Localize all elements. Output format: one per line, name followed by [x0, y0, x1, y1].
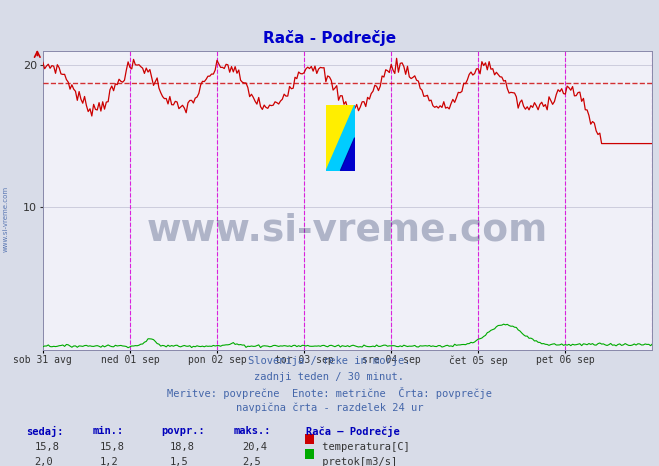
Text: 1,2: 1,2	[100, 457, 119, 466]
Text: temperatura[C]: temperatura[C]	[316, 442, 410, 452]
Text: 1,5: 1,5	[169, 457, 188, 466]
Text: 15,8: 15,8	[100, 442, 125, 452]
Polygon shape	[341, 138, 355, 171]
Text: min.:: min.:	[92, 426, 123, 436]
Text: Rača – Podrečje: Rača – Podrečje	[306, 426, 400, 438]
Text: Rača - Podrečje: Rača - Podrečje	[263, 30, 396, 46]
Text: povpr.:: povpr.:	[161, 426, 205, 436]
Text: Slovenija / reke in morje.: Slovenija / reke in morje.	[248, 356, 411, 366]
Text: Meritve: povprečne  Enote: metrične  Črta: povprečje: Meritve: povprečne Enote: metrične Črta:…	[167, 387, 492, 399]
Text: maks.:: maks.:	[234, 426, 272, 436]
Text: 15,8: 15,8	[34, 442, 59, 452]
Polygon shape	[326, 105, 355, 171]
Text: 2,5: 2,5	[242, 457, 260, 466]
Text: zadnji teden / 30 minut.: zadnji teden / 30 minut.	[254, 372, 405, 382]
Polygon shape	[326, 105, 355, 171]
Text: www.si-vreme.com: www.si-vreme.com	[2, 186, 9, 252]
Text: www.si-vreme.com: www.si-vreme.com	[147, 212, 548, 248]
Polygon shape	[341, 138, 355, 171]
Text: sedaj:: sedaj:	[26, 426, 64, 438]
Text: 18,8: 18,8	[169, 442, 194, 452]
Text: 2,0: 2,0	[34, 457, 53, 466]
Text: navpična črta - razdelek 24 ur: navpična črta - razdelek 24 ur	[236, 403, 423, 413]
Text: pretok[m3/s]: pretok[m3/s]	[316, 457, 397, 466]
Text: 20,4: 20,4	[242, 442, 267, 452]
